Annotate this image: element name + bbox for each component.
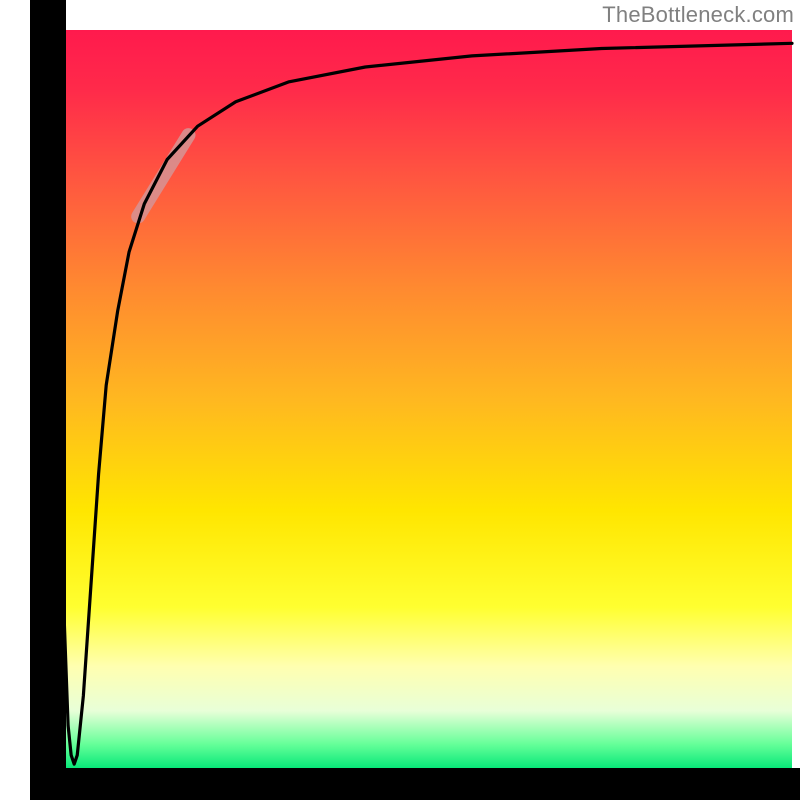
- plot-background: [30, 30, 792, 770]
- watermark-text: TheBottleneck.com: [602, 2, 794, 28]
- chart-svg: [0, 0, 800, 800]
- stage: TheBottleneck.com: [0, 0, 800, 800]
- frame-bottom: [30, 768, 800, 800]
